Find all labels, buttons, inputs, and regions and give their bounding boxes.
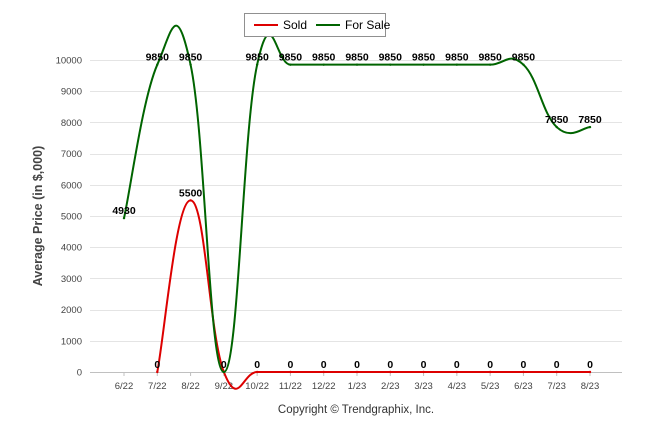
data-point-for-sale[interactable] [355,63,359,66]
y-tick-label: 10000 [56,56,82,67]
data-point-for-sale[interactable] [555,125,558,129]
data-label-sold: 0 [487,359,493,371]
data-label-for-sale: 9850 [512,52,536,64]
data-point-sold[interactable] [588,370,592,374]
data-point-for-sale[interactable] [289,63,292,66]
data-label-sold: 0 [521,359,527,371]
data-point-for-sale[interactable] [455,63,459,66]
data-label-sold: 0 [354,359,360,371]
x-tick-label: 8/23 [581,381,600,392]
x-tick-label: 1/23 [348,381,367,392]
data-label-sold: 0 [387,359,393,371]
x-tick-label: 6/23 [514,381,533,392]
x-tick-label: 12/22 [312,381,336,392]
y-tick-label: 1000 [61,336,82,347]
y-tick-label: 4000 [61,243,82,254]
data-label-for-sale: 7850 [545,114,569,126]
data-label-sold: 0 [454,359,460,371]
data-point-for-sale[interactable] [255,63,259,66]
data-point-sold[interactable] [289,370,292,374]
data-label-for-sale: 9850 [312,52,336,64]
y-tick-label: 0 [77,368,82,379]
x-axis-ticks: 6/22 7/22 8/22 9/22 10/22 11/22 12/22 1/23 2/23 3… [115,372,600,392]
legend: Sold For Sale [244,13,391,37]
x-tick-label: 4/23 [448,381,467,392]
data-point-for-sale[interactable] [189,63,192,66]
data-point-for-sale[interactable] [522,63,525,66]
data-point-sold[interactable] [355,370,359,374]
data-label-for-sale: 9850 [179,52,203,64]
x-tick-label: 8/22 [181,381,200,392]
data-point-sold[interactable] [156,370,159,374]
x-tick-label: 11/22 [279,381,302,392]
data-label-sold: 0 [421,359,427,371]
data-point-sold[interactable] [255,370,259,374]
data-point-sold[interactable] [555,370,558,374]
gridlines [90,60,622,373]
data-label-for-sale: 7850 [578,114,602,126]
x-tick-label: 10/22 [245,381,269,392]
data-point-for-sale[interactable] [156,63,159,66]
data-label-for-sale: 9850 [345,52,369,64]
data-label-for-sale: 9850 [146,52,170,64]
data-label-sold: 0 [154,359,160,371]
data-label-sold: 0 [587,359,593,371]
data-point-sold[interactable] [322,370,325,374]
x-tick-label: 2/23 [381,381,400,392]
data-point-for-sale[interactable] [122,216,126,220]
data-label-sold: 0 [221,359,227,371]
copyright-credit: Copyright © Trendgraphix, Inc. [278,404,434,416]
data-label-for-sale: 9850 [478,52,502,64]
y-axis-title: Average Price (in $,000) [31,146,45,287]
data-point-sold[interactable] [522,370,525,374]
data-label-for-sale: 9850 [379,52,403,64]
y-tick-label: 7000 [61,149,82,160]
legend-for-sale-label[interactable]: For Sale [345,18,391,32]
data-point-for-sale[interactable] [322,63,325,66]
legend-sold-label[interactable]: Sold [283,18,307,32]
y-tick-label: 2000 [61,305,82,316]
legend-box [244,13,386,37]
y-axis-ticks: 0 1000 2000 3000 4000 5000 6000 7000 8000 9000 100… [56,56,82,379]
x-tick-label: 3/23 [414,381,433,392]
data-point-sold[interactable] [422,370,425,374]
data-label-sold: 5500 [179,187,203,199]
data-point-for-sale[interactable] [389,63,392,66]
data-label-sold: 0 [254,359,260,371]
data-point-for-sale[interactable] [422,63,425,66]
x-tick-label: 9/22 [215,381,234,392]
data-point-sold[interactable] [389,370,392,374]
series-line-sold[interactable] [156,199,590,390]
y-tick-label: 6000 [61,180,82,191]
data-label-for-sale: 9850 [412,52,436,64]
data-label-sold: 0 [554,359,560,371]
data-label-sold: 0 [321,359,327,371]
data-point-for-sale[interactable] [222,370,226,374]
y-tick-label: 5000 [61,212,82,223]
data-point-for-sale[interactable] [488,63,492,66]
series-lines [122,24,592,390]
data-label-for-sale: 9850 [445,52,469,64]
x-tick-label: 7/22 [148,381,167,392]
data-label-for-sale: 4930 [112,205,136,217]
data-label-for-sale: 9850 [279,52,303,64]
y-tick-label: 9000 [61,87,82,98]
y-tick-label: 3000 [61,274,82,285]
x-tick-label: 7/23 [547,381,566,392]
data-point-for-sale[interactable] [588,125,592,129]
data-point-sold[interactable] [488,370,492,374]
data-label-sold: 0 [288,359,294,371]
data-point-sold[interactable] [455,370,459,374]
x-tick-label: 5/23 [481,381,500,392]
y-tick-label: 8000 [61,118,82,129]
data-label-for-sale: 9850 [245,52,269,64]
data-labels: 0 5500 0 0 0 0 0 0 0 0 0 0 0 0 4930 9850 9850 9850 9850 985… [112,52,602,371]
data-point-sold[interactable] [189,199,192,202]
x-tick-label: 6/22 [115,381,134,392]
